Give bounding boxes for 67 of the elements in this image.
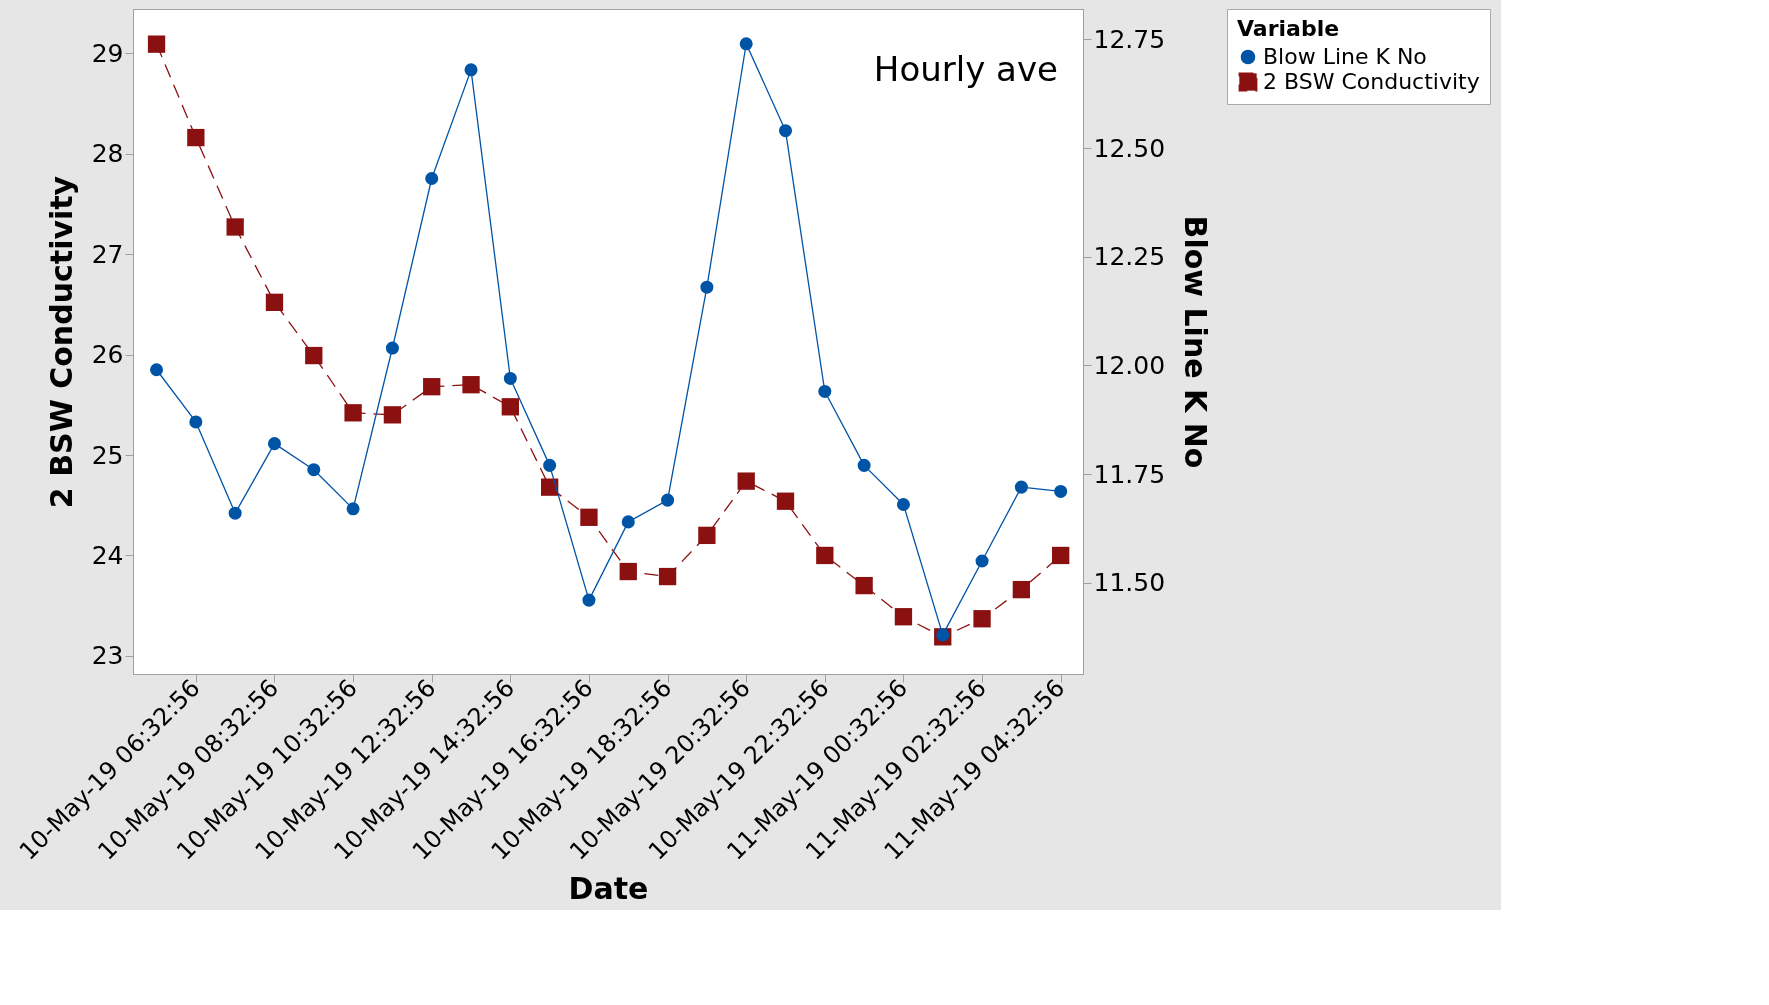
point — [700, 280, 714, 294]
legend-title: Variable — [1237, 16, 1340, 41]
point — [975, 554, 989, 568]
point — [896, 497, 910, 511]
point — [267, 437, 281, 451]
point — [619, 562, 637, 581]
point — [818, 384, 832, 398]
point — [816, 546, 834, 565]
point — [661, 493, 675, 507]
point — [855, 576, 873, 595]
y-tick-label: 25 — [91, 440, 124, 470]
y2-tick-label: 11.50 — [1093, 568, 1166, 598]
point — [503, 371, 517, 385]
y2-axis-title: Blow Line K No — [1178, 215, 1214, 469]
y2-tick-label: 12.00 — [1093, 350, 1166, 380]
y-tick-label: 24 — [91, 540, 124, 570]
point — [385, 341, 399, 355]
point — [305, 346, 323, 365]
y-tick-label: 28 — [91, 139, 124, 169]
point — [776, 492, 795, 510]
point — [540, 478, 559, 496]
y-axis-title: 2 BSW Conductivity — [43, 175, 79, 509]
point — [147, 35, 166, 53]
point — [737, 472, 755, 490]
point — [1012, 580, 1031, 599]
y2-tick-label: 11.75 — [1093, 459, 1166, 489]
point — [1014, 480, 1028, 494]
x-axis-title: Date — [568, 870, 649, 906]
point — [464, 63, 478, 77]
point — [857, 458, 871, 472]
annotation: Hourly ave — [873, 49, 1058, 89]
legend-label: Blow Line K No — [1263, 44, 1427, 69]
point — [226, 218, 244, 236]
point — [187, 128, 205, 147]
point — [462, 376, 480, 394]
point — [973, 610, 991, 628]
point — [1052, 546, 1070, 565]
point — [621, 515, 635, 529]
point — [1054, 484, 1068, 498]
y-tick-label: 29 — [91, 38, 124, 68]
point — [346, 502, 360, 516]
point — [658, 567, 677, 586]
y-tick-label: 27 — [91, 239, 124, 269]
point — [150, 363, 164, 377]
y2-tick-label: 12.25 — [1093, 242, 1166, 272]
point — [582, 593, 596, 607]
point — [698, 526, 716, 545]
point — [307, 463, 321, 477]
point — [228, 506, 242, 520]
point — [423, 378, 441, 396]
point — [936, 628, 950, 642]
point — [739, 37, 753, 51]
point — [778, 124, 793, 138]
point — [543, 458, 557, 472]
point — [894, 608, 913, 626]
point — [501, 398, 519, 416]
point — [383, 406, 402, 424]
point — [580, 508, 598, 526]
y-tick-label: 23 — [91, 641, 124, 671]
point — [189, 415, 203, 429]
legend-label: 2 BSW Conductivity — [1263, 69, 1480, 94]
y2-tick-label: 12.50 — [1093, 133, 1166, 163]
y-tick-label: 26 — [91, 340, 124, 370]
point — [265, 293, 284, 311]
point — [425, 172, 439, 186]
point — [344, 404, 362, 422]
y2-tick-label: 12.75 — [1093, 24, 1166, 54]
